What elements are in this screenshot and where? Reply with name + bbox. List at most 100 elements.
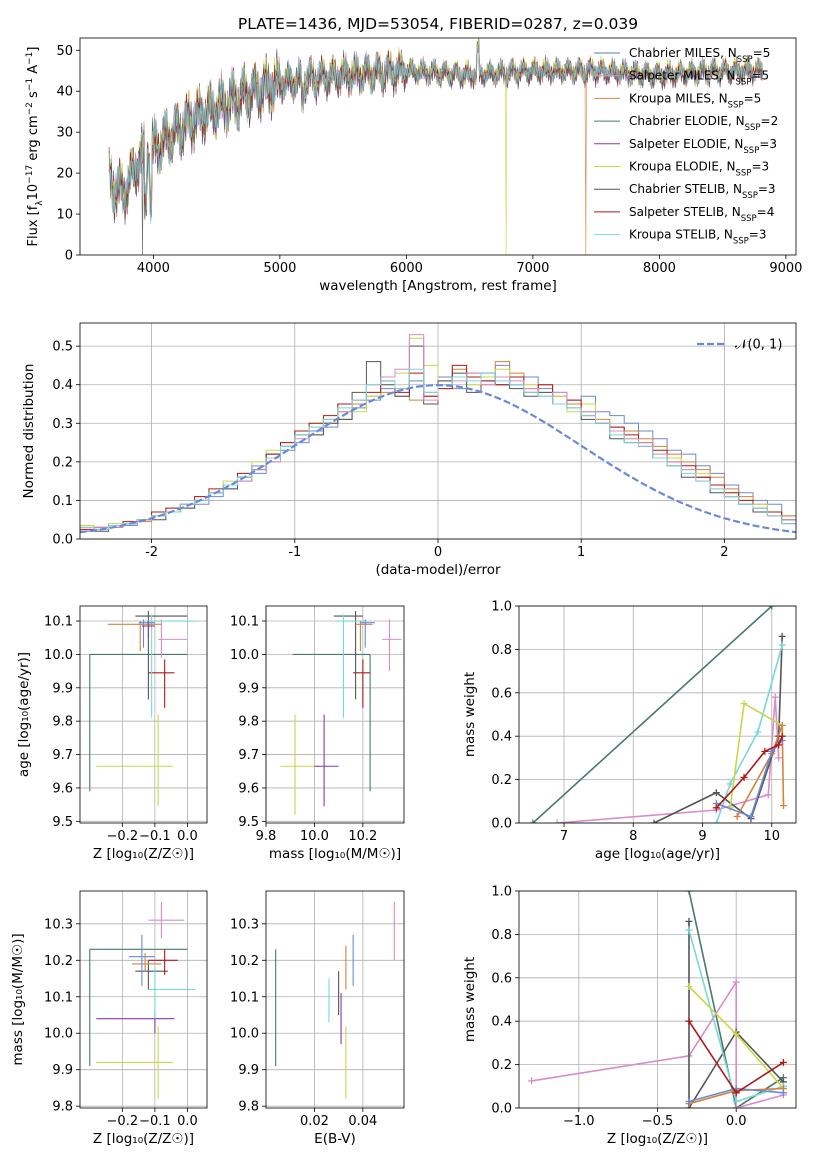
- legend-entry-suffix: =5: [753, 46, 771, 60]
- y-tick-label: 0.0: [491, 1102, 512, 1117]
- axes-frame: [265, 605, 405, 824]
- plot-area: [529, 606, 788, 823]
- y-tick-label: 10.1: [230, 615, 259, 630]
- x-tick-label: -1: [288, 545, 301, 560]
- weight-line: [532, 606, 773, 823]
- weight-line: [715, 644, 783, 823]
- weight-marker: [732, 1030, 740, 1038]
- weight-line: [653, 636, 783, 823]
- legend-entry: Salpeter ELODIE, NSSP=3: [629, 137, 777, 156]
- legend-entry-name: Salpeter MILES, N: [629, 69, 736, 83]
- weight-marker: [775, 741, 783, 749]
- x-tick-label: 0.0: [177, 1114, 198, 1129]
- weight-marker: [775, 754, 783, 762]
- weight-marker: [768, 747, 776, 755]
- x-tick-label: 8000: [643, 261, 676, 276]
- y-tick-label: 0.2: [491, 773, 512, 788]
- plot-area: [89, 611, 198, 807]
- legend-entry-name: Chabrier MILES, N: [629, 46, 737, 60]
- legend-entry: Chabrier ELODIE, NSSP=2: [629, 114, 778, 133]
- weight-marker: [740, 700, 748, 708]
- axes-frame: [79, 37, 797, 256]
- y-axis-label-part: −2: [25, 102, 35, 115]
- weight-line: [557, 697, 780, 823]
- y-tick-label: 0.4: [491, 1015, 512, 1030]
- y-axis-label-part: 10: [26, 184, 41, 201]
- axes-5: 7 8 9 10 0.0 0.2 0.4 0.6 0.8 1.0 age [log₁₀(age/yr…: [462, 600, 797, 862]
- y-tick-label: 9.9: [238, 681, 259, 696]
- y-tick-label: 9.8: [52, 1100, 73, 1115]
- legend-entry: Chabrier MILES, NSSP=5: [629, 46, 770, 65]
- x-tick-label: −0.2: [107, 829, 139, 844]
- x-axis-label: mass [log₁₀(M/M☉)]: [269, 846, 401, 862]
- errorbar-point: [336, 614, 368, 718]
- y-tick-label: 0.6: [491, 686, 512, 701]
- y-axis-label-part: λ: [35, 200, 45, 206]
- x-tick-label: 7000: [516, 261, 549, 276]
- y-tick-label: 10.0: [230, 648, 259, 663]
- errorbar-point: [333, 611, 363, 700]
- legend-entry: Chabrier STELIB, NSSP=3: [629, 182, 776, 201]
- weight-series: [529, 606, 776, 823]
- y-tick-label: 0.8: [491, 928, 512, 943]
- plot-area: [89, 901, 196, 1099]
- x-tick-label: 4000: [137, 261, 170, 276]
- errorbar-point: [96, 714, 173, 807]
- y-tick-label: 10.1: [44, 990, 73, 1005]
- legend-entry-sub: SSP: [742, 191, 758, 201]
- plot-area: [108, 38, 763, 255]
- y-tick-label: 10.2: [230, 954, 259, 969]
- y-axis-label-part: −1: [25, 52, 35, 65]
- y-tick-label: 1.0: [491, 600, 512, 615]
- y-tick-label: 9.6: [238, 781, 259, 796]
- weight-marker: [685, 891, 693, 895]
- y-tick-label: 9.8: [238, 715, 259, 730]
- y-tick-label: 0.8: [491, 643, 512, 658]
- plot-area: [80, 334, 796, 534]
- x-tick-label: 0.0: [726, 1114, 747, 1129]
- x-tick-label: −0.1: [139, 829, 171, 844]
- y-tick-label: 0.4: [52, 378, 73, 393]
- errorbar-point: [355, 621, 373, 652]
- legend-entry-name: Chabrier ELODIE, N: [629, 114, 745, 128]
- weight-marker: [732, 1097, 740, 1105]
- legend-entry-sub: SSP: [733, 237, 749, 247]
- chart-title: PLATE=1436, MJD=53054, FIBERID=0287, z=0…: [238, 15, 638, 33]
- y-axis-label-part: A: [26, 65, 41, 78]
- weight-marker: [761, 747, 769, 755]
- weight-marker: [650, 819, 658, 823]
- x-axis-label: (data-model)/error: [375, 562, 501, 578]
- x-tick-label: 0: [434, 545, 442, 560]
- errorbar-point: [292, 653, 371, 792]
- weight-marker: [778, 641, 786, 649]
- legend-entry-suffix: =3: [749, 228, 767, 242]
- x-tick-label: 10: [763, 829, 780, 844]
- legend-entry-sub: SSP: [736, 169, 752, 179]
- y-axis-label: mass [log₁₀(M/M☉)]: [10, 933, 26, 1065]
- y-axis-label-part: ]: [26, 47, 41, 52]
- x-axis-label: age [log₁₀(age/yr)]: [595, 846, 720, 862]
- weight-series: [685, 1017, 787, 1097]
- axes-1: 4000 5000 6000 7000 8000 9000 0 10 20 30 40 50 wavel…: [25, 15, 802, 294]
- weight-marker: [768, 606, 776, 610]
- errorbar-point: [280, 714, 320, 815]
- legend-entry-name: Kroupa ELODIE, N: [629, 160, 736, 174]
- legend-entry-sub: SSP: [728, 100, 744, 110]
- legend-entry-suffix: =3: [758, 182, 776, 196]
- y-axis-label: mass weight: [462, 957, 478, 1042]
- weight-marker: [778, 721, 786, 729]
- weight-marker: [685, 917, 693, 925]
- y-axis-label-part: s: [26, 91, 41, 102]
- x-tick-label: 0.0: [177, 829, 198, 844]
- y-tick-label: 10.1: [230, 990, 259, 1005]
- weight-marker: [529, 819, 537, 823]
- weight-marker: [732, 1104, 740, 1108]
- weight-marker: [754, 728, 762, 736]
- y-tick-label: 0.5: [52, 340, 73, 355]
- y-tick-label: 0.0: [52, 533, 73, 548]
- y-axis-label-part: −17: [25, 165, 35, 184]
- legend-entry: Salpeter MILES, NSSP=5: [629, 69, 769, 88]
- weight-marker: [778, 732, 786, 740]
- x-tick-label: 5000: [263, 261, 296, 276]
- x-tick-label: 8: [629, 829, 637, 844]
